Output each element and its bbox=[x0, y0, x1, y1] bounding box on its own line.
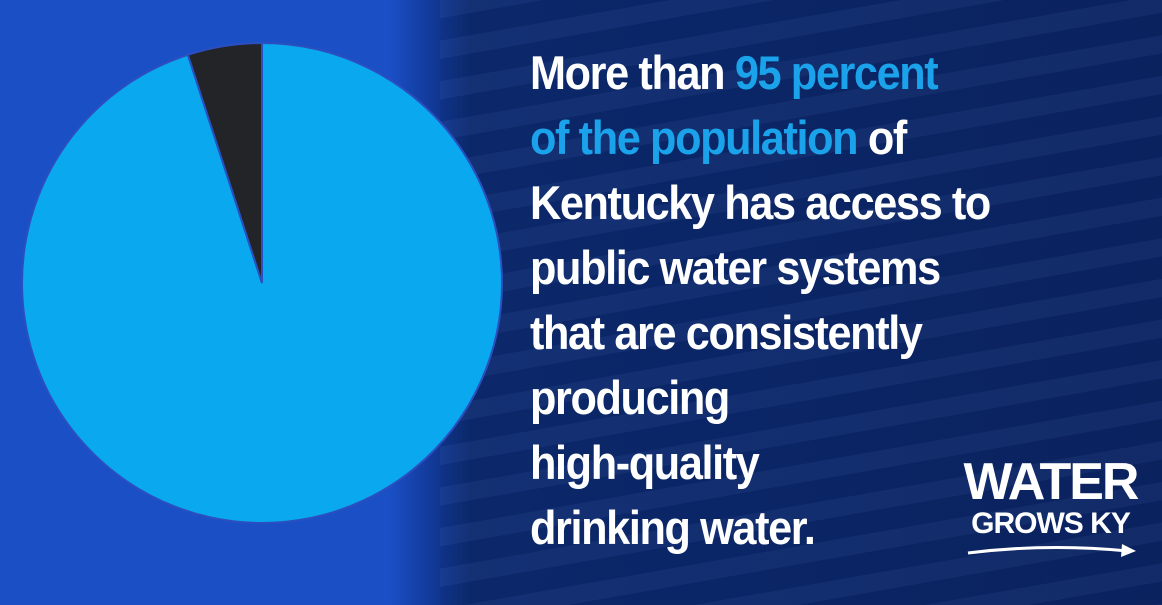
highlight-text: 95 percent bbox=[734, 46, 939, 99]
headline-text: More than bbox=[530, 46, 735, 99]
logo-line: GROWS KY bbox=[971, 507, 1131, 540]
headline-line: Kentucky has access to bbox=[530, 170, 991, 235]
headline: More than 95 percent of the population of… bbox=[530, 40, 991, 560]
headline-text: producing bbox=[530, 371, 730, 424]
logo-line: WATER bbox=[963, 453, 1140, 511]
headline-text: public water systems bbox=[530, 241, 941, 294]
pie-slice bbox=[186, 41, 263, 284]
highlight-text: of the population bbox=[530, 111, 859, 164]
headline-line: More than 95 percent bbox=[530, 40, 990, 105]
logo: WATER GROWS KY bbox=[958, 455, 1143, 566]
headline-text: that are consistently bbox=[530, 306, 923, 359]
headline-line: producing bbox=[530, 365, 990, 430]
headline-line: of the population of bbox=[530, 105, 990, 170]
headline-text: high-quality bbox=[530, 436, 760, 489]
headline-text: drinking water. bbox=[530, 501, 816, 554]
headline-line: public water systems bbox=[530, 235, 990, 300]
headline-line: drinking water. bbox=[530, 495, 990, 560]
logo-arrow bbox=[967, 544, 1136, 557]
headline-text: of bbox=[857, 111, 907, 164]
headline-text: Kentucky has access to bbox=[530, 176, 991, 229]
pie-chart bbox=[21, 41, 503, 524]
headline-line: that are consistently bbox=[530, 300, 990, 365]
water-background bbox=[440, 0, 1162, 605]
headline-line: high-quality bbox=[530, 430, 990, 495]
